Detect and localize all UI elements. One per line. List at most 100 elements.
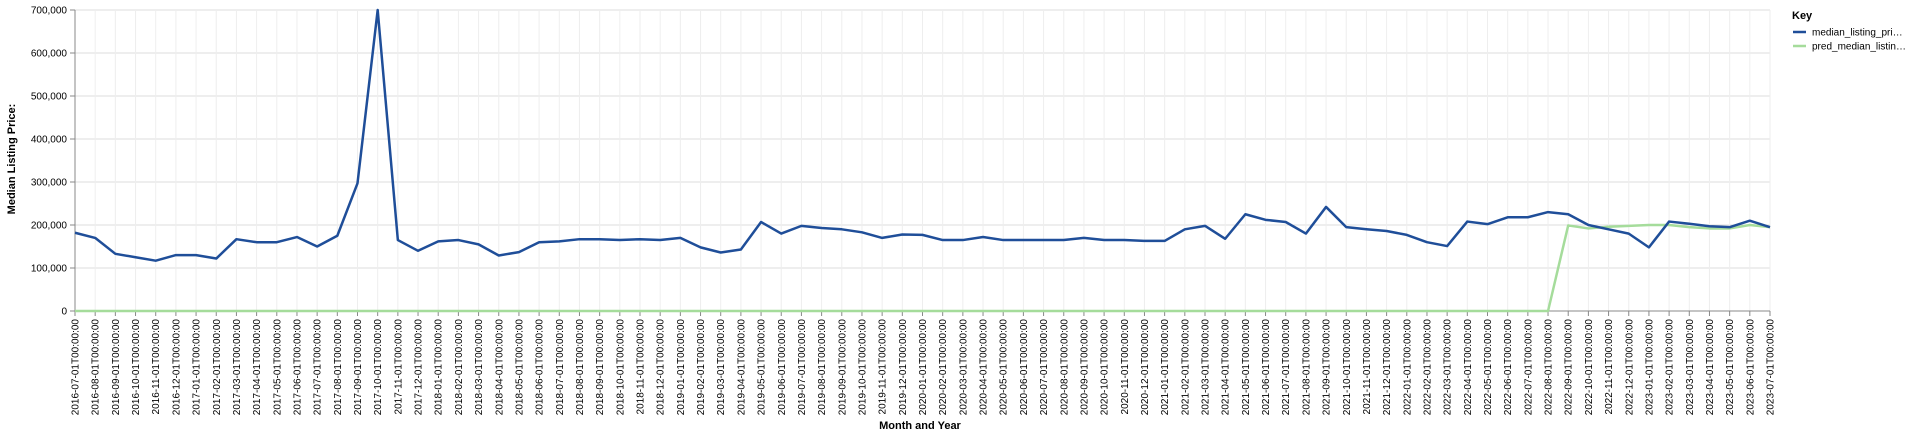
x-tick-label: 2020-01-01T00:00:00 [918,319,929,416]
x-tick-label: 2020-08-01T00:00:00 [1059,319,1070,416]
x-tick-label: 2017-09-01T00:00:00 [353,319,364,416]
x-tick-label: 2021-01-01T00:00:00 [1160,319,1171,416]
x-tick-label: 2018-12-01T00:00:00 [656,319,667,416]
x-tick-label: 2018-07-01T00:00:00 [555,319,566,416]
x-tick-label: 2016-07-01T00:00:00 [71,319,82,416]
x-tick-label: 2020-12-01T00:00:00 [1140,319,1151,416]
x-tick-label: 2018-08-01T00:00:00 [575,319,586,416]
x-tick-label: 2019-02-01T00:00:00 [696,319,707,416]
x-tick-label: 2023-07-01T00:00:00 [1766,319,1777,416]
x-tick-label: 2019-09-01T00:00:00 [837,319,848,416]
x-tick-label: 2021-11-01T00:00:00 [1362,319,1373,415]
y-tick-label: 100,000 [31,264,68,275]
x-tick-label: 2017-03-01T00:00:00 [232,319,243,416]
x-tick-label: 2022-09-01T00:00:00 [1564,319,1575,416]
y-tick-label: 200,000 [31,221,68,232]
x-tick-label: 2017-02-01T00:00:00 [212,319,223,416]
x-tick-label: 2022-03-01T00:00:00 [1443,319,1454,416]
x-tick-label: 2020-09-01T00:00:00 [1079,319,1090,416]
x-tick-label: 2019-04-01T00:00:00 [736,319,747,416]
x-tick-label: 2019-03-01T00:00:00 [716,319,727,416]
y-tick-label: 700,000 [31,6,68,17]
x-tick-label: 2021-07-01T00:00:00 [1281,319,1292,416]
legend-label: pred_median_listin… [1812,42,1906,53]
x-tick-label: 2018-03-01T00:00:00 [474,319,485,416]
x-tick-label: 2020-06-01T00:00:00 [1019,319,1030,416]
x-tick-label: 2016-11-01T00:00:00 [151,319,162,415]
legend: Key median_listing_pri… pred_median_listi… [1792,10,1906,53]
x-tick-label: 2018-06-01T00:00:00 [535,319,546,416]
x-tick-label: 2019-12-01T00:00:00 [898,319,909,416]
x-tick-label: 2023-06-01T00:00:00 [1745,319,1756,416]
x-tick-label: 2019-11-01T00:00:00 [878,319,889,415]
series-line-pred-median-listing-price [75,223,1771,313]
x-tick-label: 2017-04-01T00:00:00 [252,319,263,416]
x-tick-label: 2018-09-01T00:00:00 [595,319,606,416]
x-tick-label: 2019-05-01T00:00:00 [757,319,768,416]
series-lines [74,8,1771,313]
x-tick-label: 2022-06-01T00:00:00 [1503,319,1514,416]
x-tick-label: 2016-12-01T00:00:00 [171,319,182,416]
x-tick-label: 2022-02-01T00:00:00 [1422,319,1433,416]
x-axis-label: Month and Year [879,420,961,432]
x-tick-label: 2017-10-01T00:00:00 [373,319,384,416]
x-tick-label: 2022-08-01T00:00:00 [1544,319,1555,416]
x-tick-label: 2021-06-01T00:00:00 [1261,319,1272,416]
y-tick-label: 0 [61,307,67,318]
x-tick-label: 2020-07-01T00:00:00 [1039,319,1050,416]
x-tick-label: 2020-11-01T00:00:00 [1120,319,1131,415]
y-axis: 0 100,000 200,000 300,000 400,000 500,000 600,… [31,6,76,318]
y-tick-label: 300,000 [31,178,68,189]
x-tick-label: 2019-08-01T00:00:00 [817,319,828,416]
x-tick-label: 2022-10-01T00:00:00 [1584,319,1595,416]
legend-title: Key [1792,10,1813,22]
x-tick-label: 2023-02-01T00:00:00 [1665,319,1676,416]
x-tick-label: 2017-11-01T00:00:00 [393,319,404,415]
y-tick-label: 600,000 [31,49,68,60]
x-tick-label: 2023-04-01T00:00:00 [1705,319,1716,416]
x-tick-label: 2022-07-01T00:00:00 [1523,319,1534,416]
x-tick-label: 2019-01-01T00:00:00 [676,319,687,416]
x-tick-label: 2019-07-01T00:00:00 [797,319,808,416]
x-tick-label: 2017-08-01T00:00:00 [333,319,344,416]
x-tick-label: 2018-10-01T00:00:00 [615,319,626,416]
x-tick-label: 2019-06-01T00:00:00 [777,319,788,416]
x-tick-label: 2023-05-01T00:00:00 [1725,319,1736,416]
x-tick-label: 2021-12-01T00:00:00 [1382,319,1393,416]
x-tick-label: 2022-05-01T00:00:00 [1483,319,1494,416]
x-tick-label: 2019-10-01T00:00:00 [857,319,868,416]
x-tick-label: 2021-02-01T00:00:00 [1180,319,1191,416]
x-tick-label: 2017-05-01T00:00:00 [272,319,283,416]
x-tick-label: 2022-11-01T00:00:00 [1604,319,1615,415]
x-tick-label: 2018-05-01T00:00:00 [514,319,525,416]
x-tick-label: 2020-10-01T00:00:00 [1100,319,1111,416]
x-tick-label: 2023-01-01T00:00:00 [1644,319,1655,416]
x-tick-label: 2018-04-01T00:00:00 [494,319,505,416]
x-tick-label: 2021-05-01T00:00:00 [1241,319,1252,416]
x-tick-label: 2020-03-01T00:00:00 [958,319,969,416]
gridlines [74,9,1771,312]
y-tick-label: 400,000 [31,135,68,146]
legend-label: median_listing_pri… [1812,28,1903,39]
x-tick-label: 2021-10-01T00:00:00 [1342,319,1353,416]
x-tick-label: 2018-02-01T00:00:00 [454,319,465,416]
x-tick-label: 2022-04-01T00:00:00 [1463,319,1474,416]
y-tick-label: 500,000 [31,92,68,103]
x-tick-label: 2017-01-01T00:00:00 [192,319,203,416]
x-tick-label: 2021-09-01T00:00:00 [1322,319,1333,416]
x-tick-label: 2017-12-01T00:00:00 [414,319,425,416]
x-tick-label: 2017-07-01T00:00:00 [313,319,324,416]
x-tick-label: 2021-04-01T00:00:00 [1221,319,1232,416]
x-tick-label: 2016-08-01T00:00:00 [91,319,102,416]
x-axis: 2016-07-01T00:00:00 2016-08-01T00:00:00 20… [71,310,1777,416]
x-tick-label: 2018-11-01T00:00:00 [636,319,647,415]
x-tick-label: 2020-02-01T00:00:00 [938,319,949,416]
x-tick-label: 2018-01-01T00:00:00 [434,319,445,416]
x-tick-label: 2021-03-01T00:00:00 [1201,319,1212,416]
x-tick-label: 2022-12-01T00:00:00 [1624,319,1635,416]
x-tick-label: 2022-01-01T00:00:00 [1402,319,1413,416]
series-line-median-listing-price [74,8,1771,262]
y-axis-label: Median Listing Price: [6,104,18,215]
x-tick-label: 2023-03-01T00:00:00 [1685,319,1696,416]
